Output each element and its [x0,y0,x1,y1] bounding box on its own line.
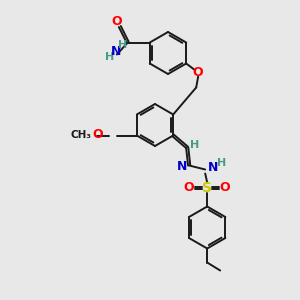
Text: H: H [118,40,128,50]
Text: O: O [220,181,230,194]
Text: S: S [202,181,212,194]
Text: H: H [217,158,226,167]
Text: CH₃: CH₃ [71,130,92,140]
Text: H: H [105,52,114,62]
Text: O: O [112,15,122,28]
Text: O: O [184,181,194,194]
Text: N: N [111,45,121,58]
Text: H: H [190,140,199,151]
Text: N: N [208,161,218,174]
Text: N: N [177,160,188,173]
Text: O: O [193,66,203,79]
Text: O: O [92,128,103,141]
